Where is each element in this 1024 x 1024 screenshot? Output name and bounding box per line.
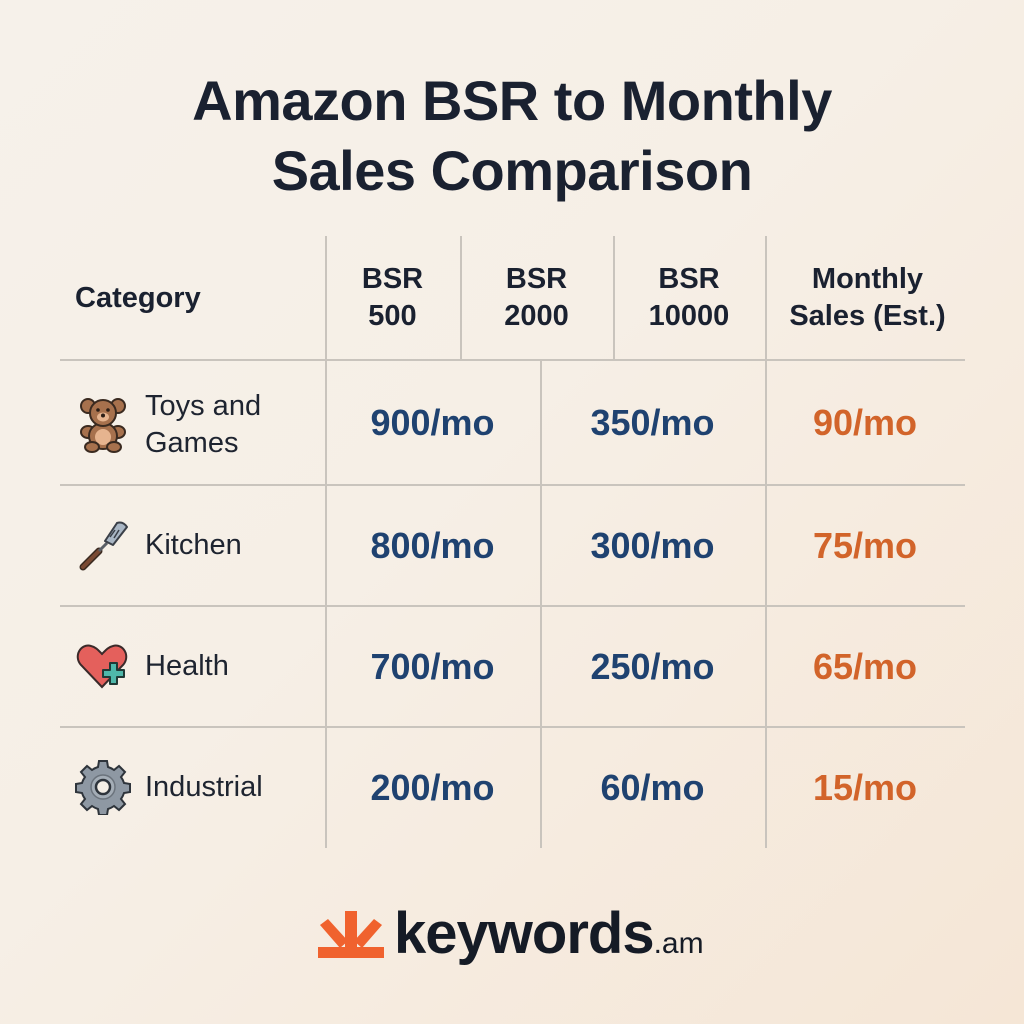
heart-plus-icon — [75, 638, 131, 694]
divider — [60, 484, 965, 486]
brand-logo: keywords .am — [318, 900, 704, 967]
divider — [60, 359, 965, 361]
cell-value-estimate: 15/mo — [812, 767, 918, 808]
title-line-2: Sales Comparison — [271, 139, 753, 202]
cell-value-estimate: 65/mo — [812, 646, 918, 687]
logo-burst-icon — [318, 911, 384, 959]
category-label: Industrial — [145, 770, 263, 803]
cell-value: 800/mo — [370, 525, 495, 566]
title-line-1: Amazon BSR to Monthly — [192, 69, 832, 132]
divider — [60, 605, 965, 607]
cell-value: 200/mo — [370, 767, 495, 808]
category-label: Health — [145, 649, 229, 682]
cell-value: 350/mo — [590, 402, 715, 443]
gear-icon — [75, 759, 131, 815]
divider — [460, 236, 462, 360]
header-bsr-2000: BSR 2000 — [504, 263, 569, 332]
cell-value: 250/mo — [590, 646, 715, 687]
cell-value: 60/mo — [600, 767, 705, 808]
teddy-bear-icon — [75, 397, 131, 453]
category-label: Kitchen — [145, 528, 242, 561]
category-kitchen: Kitchen — [75, 517, 242, 573]
divider — [540, 360, 542, 848]
divider — [613, 236, 615, 360]
cell-value-estimate: 90/mo — [812, 402, 918, 443]
category-industrial: Industrial — [75, 759, 263, 815]
header-monthly-sales: Monthly Sales (Est.) — [789, 263, 946, 332]
category-health: Health — [75, 638, 229, 694]
cell-value: 900/mo — [370, 402, 495, 443]
divider — [60, 726, 965, 728]
spatula-icon — [75, 517, 131, 573]
divider — [765, 236, 767, 848]
header-bsr-500: BSR 500 — [361, 263, 424, 332]
category-toys-and-games: Toys and Games — [75, 388, 261, 462]
cell-value-estimate: 75/mo — [812, 525, 918, 566]
logo-tld: .am — [653, 927, 704, 960]
page-title: Amazon BSR to Monthly Sales Comparison — [0, 66, 1024, 206]
category-label: Games — [145, 427, 239, 459]
header-category: Category — [75, 282, 201, 314]
logo-wordmark: keywords — [394, 901, 655, 966]
category-label: Toys and — [145, 390, 262, 422]
header-bsr-10000: BSR 10000 — [648, 263, 730, 332]
cell-value: 300/mo — [590, 525, 715, 566]
divider — [325, 236, 327, 848]
cell-value: 700/mo — [370, 646, 495, 687]
